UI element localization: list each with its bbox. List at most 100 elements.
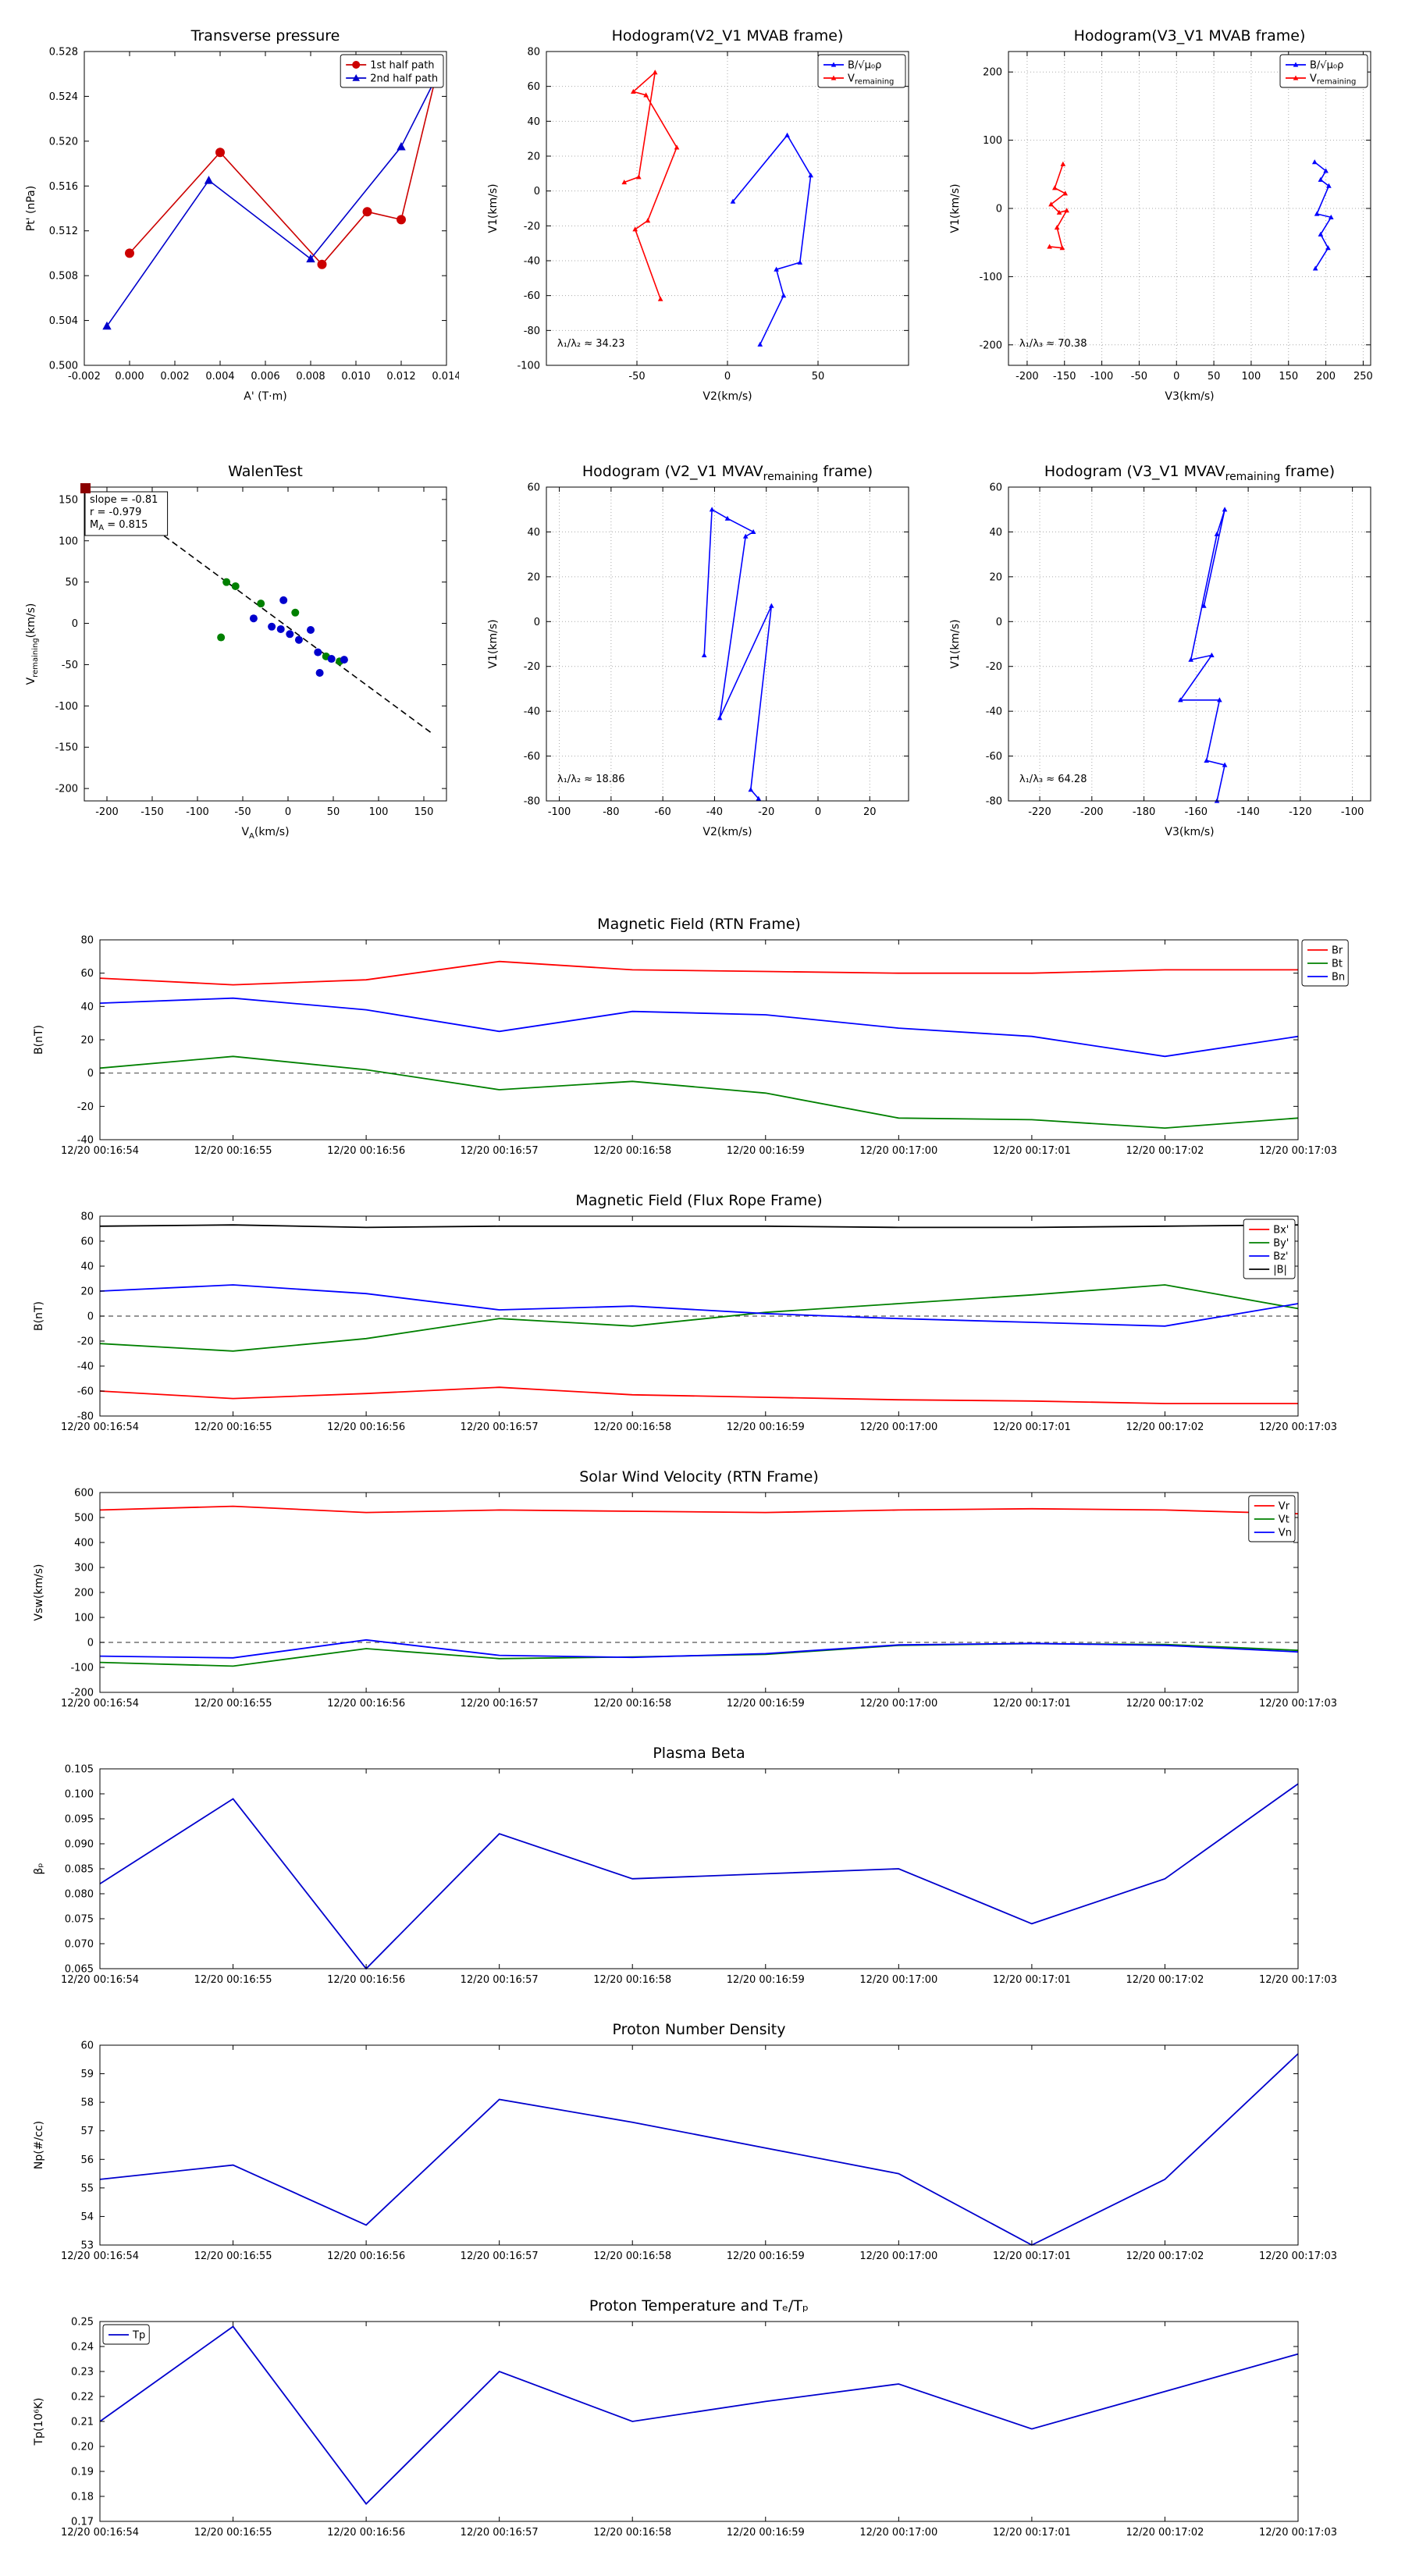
chart-title: Hodogram(V2_V1 MVAB frame) <box>612 27 844 44</box>
y-tick-label: 100 <box>983 135 1002 147</box>
y-tick-label: 0 <box>87 1068 94 1080</box>
x-tick-label: 20 <box>863 806 877 818</box>
x-tick-label: -150 <box>140 806 164 818</box>
x-axis-label: V2(km/s) <box>702 826 752 838</box>
chart-walen-test: -200 -150 -100 -50 0 50 100 150 -200 -150 -100 -50 0… <box>25 463 447 841</box>
y-tick-label: 60 <box>80 2041 94 2052</box>
y-tick-label: -200 <box>70 1688 94 1699</box>
data-point <box>306 254 315 263</box>
x-tick-label: 0.004 <box>205 371 234 382</box>
x-tick-label: 12/20 00:16:59 <box>727 1421 805 1433</box>
x-axis-label: V3(km/s) <box>1165 826 1214 838</box>
y-tick-label: 0.504 <box>49 315 78 327</box>
chart-title: Transverse pressure <box>190 27 340 44</box>
ticks <box>99 1215 1299 1417</box>
x-tick-label: 12/20 00:16:58 <box>593 1145 671 1157</box>
x-tick-label: 0.014 <box>432 371 459 382</box>
x-tick-label: 200 <box>1316 371 1336 382</box>
x-tick-label: 0.012 <box>386 371 415 382</box>
data-point <box>340 656 348 664</box>
x-tick-label: 12/20 00:17:01 <box>993 1698 1071 1710</box>
y-tick-label: -100 <box>70 1663 94 1674</box>
x-tick-label: -100 <box>186 806 209 818</box>
data-point <box>1051 185 1058 190</box>
data-point <box>1222 762 1228 767</box>
x-tick-label: 12/20 00:17:01 <box>993 1974 1071 1986</box>
x-tick-label: 12/20 00:16:55 <box>194 1974 272 1986</box>
series-2 <box>249 596 348 678</box>
y-tick-label: -60 <box>986 751 1002 763</box>
data-point <box>249 614 258 623</box>
ticks <box>1008 486 1371 802</box>
y-tick-label: 200 <box>74 1588 94 1599</box>
series-Bx' <box>99 1386 1298 1404</box>
y-tick-label: 0 <box>996 204 1002 215</box>
grid <box>1008 486 1371 802</box>
y-axis-label: βₚ <box>33 1863 45 1875</box>
chart-proton-density: 12/20 00:16:54 12/20 00:16:55 12/20 00:16:… <box>33 2021 1337 2262</box>
legend-label: Br <box>1332 945 1343 957</box>
x-tick-label: 12/20 00:16:55 <box>194 2527 272 2539</box>
x-tick-label: 12/20 00:17:00 <box>859 1974 937 1986</box>
legend-marker <box>352 61 361 69</box>
chart-container-b-rtn: 12/20 00:16:54 12/20 00:16:55 12/20 00:16:… <box>30 910 1372 1168</box>
grid <box>546 51 909 366</box>
x-tick-label: 12/20 00:16:56 <box>327 2527 405 2539</box>
x-axis-label: VA(km/s) <box>241 826 289 841</box>
x-tick-label: 12/20 00:16:57 <box>461 1145 539 1157</box>
data-point <box>215 148 225 158</box>
data-point <box>1209 652 1215 657</box>
series-By' <box>99 1284 1299 1352</box>
data-point <box>222 578 231 586</box>
y-tick-label: 0.100 <box>65 1789 94 1801</box>
x-tick-label: 0.000 <box>115 371 144 382</box>
y-tick-label: 40 <box>989 527 1002 539</box>
data-point <box>1201 603 1207 608</box>
series-Vr <box>99 1505 1299 1515</box>
x-tick-label: -180 <box>1133 806 1156 818</box>
chart-title: Solar Wind Velocity (RTN Frame) <box>579 1468 819 1485</box>
x-tick-label: 12/20 00:16:54 <box>61 2250 139 2262</box>
data-point <box>657 296 663 301</box>
series-Bz' <box>99 1284 1299 1327</box>
legend-label: Vremaining <box>848 73 894 87</box>
legend-label: Bx' <box>1273 1225 1289 1236</box>
y-tick-label: 0 <box>87 1311 94 1323</box>
data-point <box>204 176 214 184</box>
y-tick-label: 20 <box>527 571 540 583</box>
ticks <box>99 939 1299 1140</box>
x-tick-label: 12/20 00:17:01 <box>993 2527 1071 2539</box>
data-point <box>1047 244 1052 249</box>
data-point <box>730 198 736 204</box>
x-tick-label: 12/20 00:16:54 <box>61 2527 139 2539</box>
data-point <box>1314 211 1320 216</box>
y-axis-label: B(nT) <box>33 1025 45 1055</box>
x-tick-label: 12/20 00:16:57 <box>461 2250 539 2262</box>
y-tick-label: 55 <box>80 2183 94 2194</box>
y-tick-label: -80 <box>77 1411 94 1423</box>
y-tick-label: 80 <box>80 1212 94 1223</box>
x-tick-label: -150 <box>1053 371 1076 382</box>
series-Tp <box>99 2325 1299 2505</box>
chart-hodogram-v2v1-mvab: -50 0 50 -100 -80 -60 -40 -20 0 20 40 60 80 Hodogram(… <box>487 27 909 403</box>
annotation: λ₁/λ₃ ≈ 64.28 <box>1019 774 1087 785</box>
x-tick-label: 12/20 00:16:55 <box>194 1421 272 1433</box>
data-point <box>1054 224 1060 230</box>
y-tick-label: -80 <box>986 796 1002 808</box>
x-tick-label: 12/20 00:16:58 <box>593 1974 671 1986</box>
x-tick-label: -50 <box>234 806 251 818</box>
ticks <box>99 2321 1299 2522</box>
data-point <box>1064 208 1069 213</box>
y-tick-label: 53 <box>80 2240 94 2252</box>
data-point <box>1214 531 1220 536</box>
ticks <box>84 51 447 366</box>
chart-hodogram-v2v1-mvav: -100 -80 -60 -40 -20 0 20 -80 -60 -40 -20 0 20 40 60 Ho… <box>487 463 909 838</box>
series-Vremaining <box>621 69 680 301</box>
y-tick-label: -40 <box>524 256 540 268</box>
chart-plasma-beta: 12/20 00:16:54 12/20 00:16:55 12/20 00:16:… <box>33 1745 1337 1986</box>
data-point <box>1204 757 1210 763</box>
annotation-box-line: r = -0.979 <box>90 507 141 518</box>
chart-title: Hodogram(V3_V1 MVAB frame) <box>1074 27 1306 44</box>
